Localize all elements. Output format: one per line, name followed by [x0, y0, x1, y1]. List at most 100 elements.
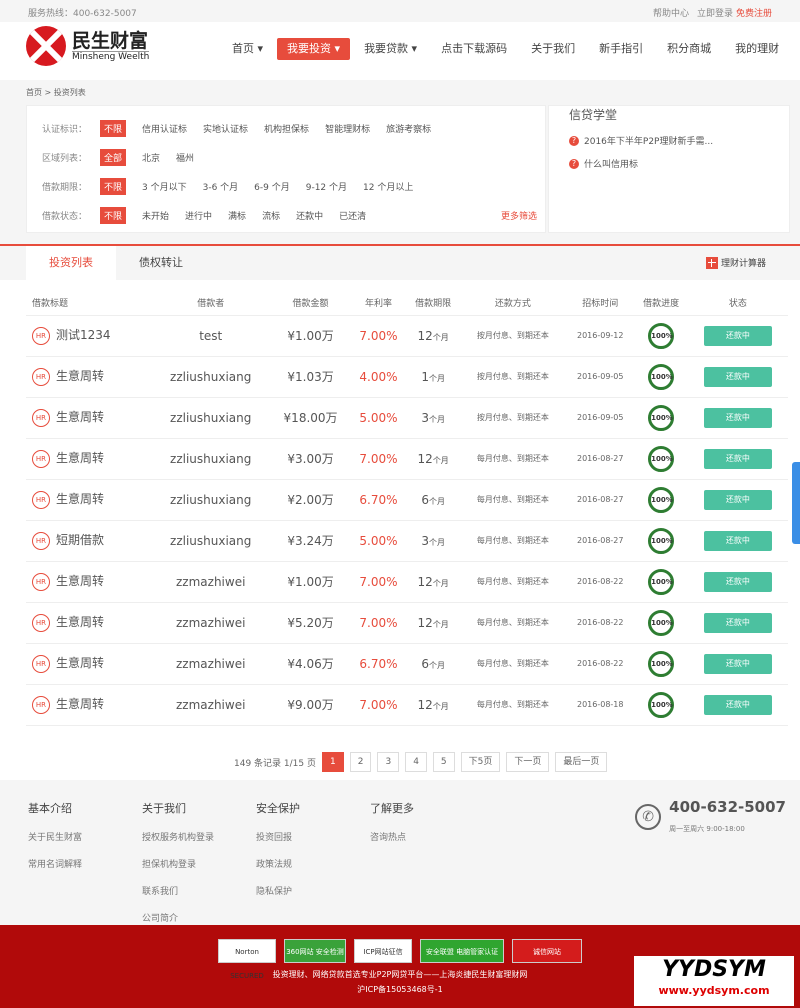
tab-invest-list[interactable]: 投资列表	[26, 246, 116, 280]
status-button[interactable]: 还款中	[703, 366, 772, 387]
page-button[interactable]: 下一页	[506, 752, 550, 772]
filter-option[interactable]: 6-9 个月	[254, 182, 290, 193]
filter-option[interactable]: 满标	[228, 211, 247, 222]
nav-mall[interactable]: 积分商城	[667, 42, 712, 55]
status-button[interactable]: 还款中	[703, 694, 772, 715]
title-text[interactable]: 短期借款	[56, 533, 105, 548]
table-row[interactable]: HR 生意周转 zzliushuxiang ¥1.03万 4.00% 1个月 按月付息、到期…	[26, 356, 788, 398]
loan-title[interactable]: HR 生意周转	[26, 602, 151, 644]
page-button[interactable]: 下5页	[460, 752, 501, 772]
nav-invest[interactable]: 我要投资 ▾	[277, 38, 351, 60]
filter-option[interactable]: 不限	[100, 177, 127, 195]
footer-link[interactable]: 政策法规	[256, 860, 293, 870]
title-text[interactable]: 生意周转	[56, 492, 105, 507]
calculator-button[interactable]: 理财计算器	[705, 256, 766, 269]
trust-badge[interactable]: Norton SECURED	[218, 939, 276, 980]
filter-option[interactable]: 信用认证标	[142, 124, 188, 135]
status-button[interactable]: 还款中	[703, 448, 772, 469]
trust-badge[interactable]: 360网站 安全检测	[284, 939, 346, 963]
footer-link[interactable]: 公司简介	[142, 914, 179, 924]
page-button[interactable]: 1	[321, 752, 344, 772]
filter-option[interactable]: 流标	[262, 211, 281, 222]
filter-option[interactable]: 进行中	[185, 211, 213, 222]
footer-link[interactable]: 隐私保护	[256, 887, 293, 897]
filter-option[interactable]: 3 个月以下	[142, 182, 187, 193]
title-text[interactable]: 测试1234	[56, 328, 111, 343]
login-link[interactable]: 立即登录	[696, 9, 733, 19]
filter-option[interactable]: 未开始	[142, 211, 170, 222]
table-row[interactable]: HR 生意周转 zzmazhiwei ¥4.06万 6.70% 6个月 每月付息、到期还本 2…	[26, 643, 788, 685]
status-button[interactable]: 还款中	[703, 530, 772, 551]
footer-link[interactable]: 担保机构登录	[142, 860, 197, 870]
trust-badge[interactable]: 诚信网站	[512, 939, 582, 963]
filter-option[interactable]: 已还清	[339, 211, 367, 222]
page-button[interactable]: 3	[377, 752, 400, 772]
title-text[interactable]: 生意周转	[56, 410, 105, 425]
filter-option[interactable]: 北京	[142, 153, 161, 164]
loan-title[interactable]: HR 短期借款	[26, 520, 151, 562]
table-row[interactable]: HR 生意周转 zzliushuxiang ¥3.00万 7.00% 12个月 每月付息、到…	[26, 438, 788, 480]
footer-link[interactable]: 关于民生财富	[28, 833, 83, 843]
loan-title[interactable]: HR 生意周转	[26, 438, 151, 480]
status-button[interactable]: 还款中	[703, 489, 772, 510]
tab-debt-transfer[interactable]: 债权转让	[139, 256, 183, 269]
title-text[interactable]: 生意周转	[56, 697, 105, 712]
page-button[interactable]: 2	[349, 752, 372, 772]
icp[interactable]: 沪ICP备15053468号-1	[357, 985, 443, 994]
logo[interactable]: 民生财富 Minsheng Weelth	[26, 26, 150, 66]
article-link[interactable]: ? 什么叫信用标	[569, 157, 789, 170]
nav-guide[interactable]: 新手指引	[599, 42, 644, 55]
nav-my-finance[interactable]: 我的理财	[735, 42, 780, 55]
filter-option[interactable]: 旅游考察标	[386, 124, 432, 135]
filter-option[interactable]: 机构担保标	[264, 124, 310, 135]
filter-option[interactable]: 12 个月以上	[363, 182, 414, 193]
title-text[interactable]: 生意周转	[56, 615, 105, 630]
footer-link[interactable]: 授权服务机构登录	[142, 833, 215, 843]
filter-option[interactable]: 全部	[100, 148, 127, 166]
title-text[interactable]: 生意周转	[56, 656, 105, 671]
help-link[interactable]: 帮助中心	[652, 9, 689, 19]
table-row[interactable]: HR 生意周转 zzmazhiwei ¥9.00万 7.00% 12个月 每月付息、到期还本…	[26, 684, 788, 726]
status-button[interactable]: 还款中	[703, 571, 772, 592]
loan-title[interactable]: HR 测试1234	[26, 315, 151, 357]
footer-link[interactable]: 常用名词解释	[28, 860, 83, 870]
loan-title[interactable]: HR 生意周转	[26, 397, 151, 439]
filter-option[interactable]: 福州	[176, 153, 195, 164]
footer-link[interactable]: 联系我们	[142, 887, 179, 897]
loan-title[interactable]: HR 生意周转	[26, 356, 151, 398]
status-button[interactable]: 还款中	[703, 612, 772, 633]
title-text[interactable]: 生意周转	[56, 451, 105, 466]
register-link[interactable]: 免费注册	[735, 9, 772, 19]
table-row[interactable]: HR 生意周转 zzmazhiwei ¥1.00万 7.00% 12个月 每月付息、到期还本…	[26, 561, 788, 603]
side-float-tab[interactable]	[792, 462, 800, 544]
filter-option[interactable]: 3-6 个月	[202, 182, 239, 193]
table-row[interactable]: HR 生意周转 zzmazhiwei ¥5.20万 7.00% 12个月 每月付息、到期还本…	[26, 602, 788, 644]
filter-option[interactable]: 智能理财标	[325, 124, 371, 135]
footer-link[interactable]: 投资回报	[256, 833, 293, 843]
title-text[interactable]: 生意周转	[56, 574, 105, 589]
page-button[interactable]: 5	[432, 752, 455, 772]
filter-option[interactable]: 实地认证标	[203, 124, 249, 135]
trust-badge[interactable]: ICP网站征信	[354, 939, 412, 963]
title-text[interactable]: 生意周转	[56, 369, 105, 384]
nav-loan[interactable]: 我要贷款 ▾	[364, 42, 418, 55]
status-button[interactable]: 还款中	[703, 653, 772, 674]
table-row[interactable]: HR 短期借款 zzliushuxiang ¥3.24万 5.00% 3个月 每月付息、到期…	[26, 520, 788, 562]
filter-option[interactable]: 还款中	[296, 211, 324, 222]
footer-link[interactable]: 咨询热点	[370, 833, 407, 843]
loan-title[interactable]: HR 生意周转	[26, 479, 151, 521]
loan-title[interactable]: HR 生意周转	[26, 561, 151, 603]
table-row[interactable]: HR 生意周转 zzliushuxiang ¥2.00万 6.70% 6个月 每月付息、到期…	[26, 479, 788, 521]
status-button[interactable]: 还款中	[703, 407, 772, 428]
filter-option[interactable]: 9-12 个月	[305, 182, 348, 193]
loan-title[interactable]: HR 生意周转	[26, 643, 151, 685]
filter-option[interactable]: 不限	[100, 119, 127, 137]
nav-about[interactable]: 关于我们	[531, 42, 576, 55]
more-filter-link[interactable]: 更多筛选	[500, 212, 537, 222]
filter-option[interactable]: 不限	[100, 206, 127, 224]
trust-badge[interactable]: 安全联盟 电脑管家认证	[420, 939, 504, 963]
table-row[interactable]: HR 测试1234 test ¥1.00万 7.00% 12个月 按月付息、到期还本 2016…	[26, 315, 788, 357]
article-link[interactable]: ? 2016年下半年P2P理财新手需...	[569, 134, 789, 147]
status-button[interactable]: 还款中	[703, 325, 772, 346]
nav-download[interactable]: 点击下载源码	[441, 42, 508, 55]
